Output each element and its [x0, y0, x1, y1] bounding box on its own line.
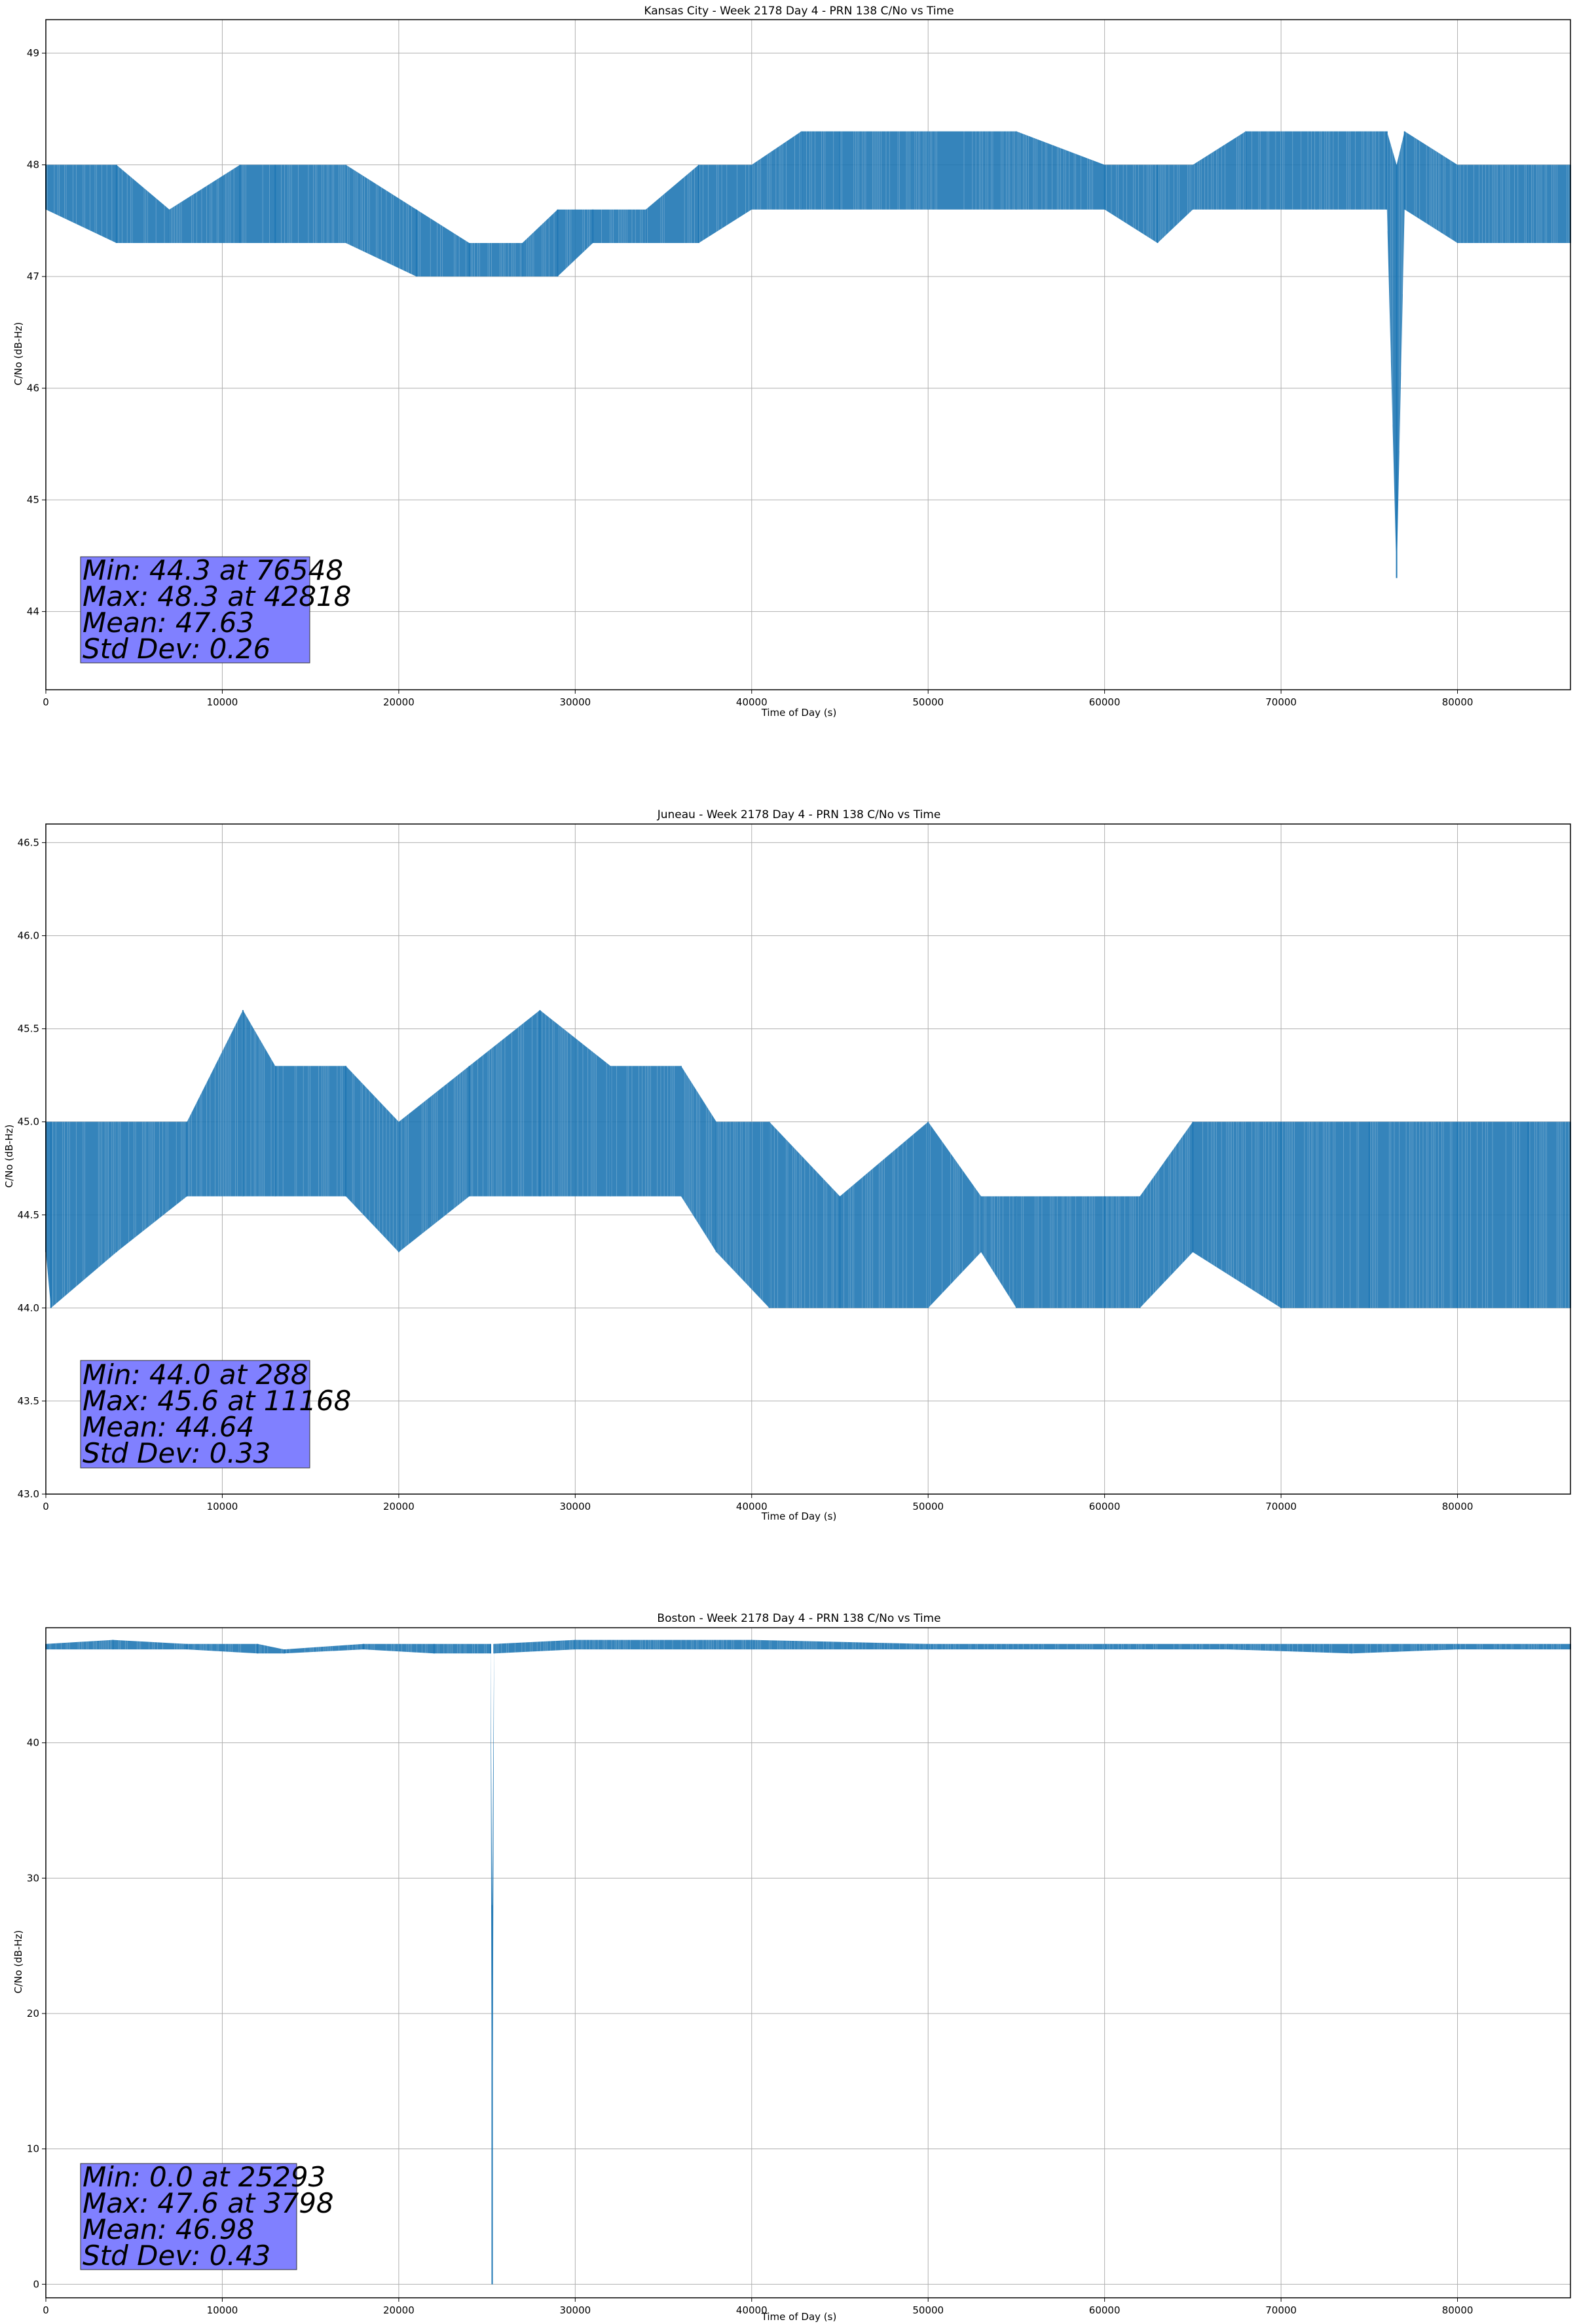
- stat-max: Max: 45.6 at 11168: [83, 1385, 351, 1417]
- chart-title: Boston - Week 2178 Day 4 - PRN 138 C/No …: [657, 1612, 940, 1625]
- x-tick-label: 10000: [207, 1501, 238, 1512]
- stat-min: Min: 44.3 at 76548: [83, 554, 343, 586]
- stat-std-dev: Std Dev: 0.43: [83, 2240, 270, 2272]
- x-tick-label: 40000: [736, 1501, 768, 1512]
- y-tick-label: 46.0: [18, 930, 39, 942]
- y-tick-label: 45.5: [18, 1023, 39, 1035]
- x-tick-label: 40000: [736, 696, 768, 708]
- x-tick-label: 40000: [736, 2304, 768, 2316]
- x-tick-label: 70000: [1265, 2304, 1297, 2316]
- stat-mean: Mean: 44.64: [83, 1411, 254, 1443]
- x-tick-label: 30000: [559, 696, 591, 708]
- x-tick-label: 60000: [1089, 2304, 1121, 2316]
- y-axis-label: C/No (dB-Hz): [3, 1125, 15, 1188]
- stats-box-background: [80, 2163, 297, 2270]
- data-series: [45, 1640, 1571, 2285]
- stats-box: Min: 44.0 at 288 Max: 45.6 at 11168 Mean…: [80, 1359, 351, 1469]
- series-band: [46, 131, 1570, 578]
- y-tick-label: 48: [27, 159, 39, 171]
- x-tick-label: 80000: [1442, 1501, 1474, 1512]
- y-tick-label: 43.5: [18, 1395, 39, 1407]
- plot-frame: [45, 1627, 1571, 2298]
- y-tick-label: 45.0: [18, 1116, 39, 1128]
- y-tick-label: 30: [27, 1872, 39, 1884]
- y-tick-label: 44: [27, 606, 39, 618]
- y-tick-label: 43.0: [18, 1488, 39, 1500]
- y-tick-label: 20: [27, 2008, 39, 2019]
- x-tick-label: 70000: [1265, 1501, 1297, 1512]
- x-tick-label: 20000: [383, 696, 415, 708]
- y-tick-label: 45: [27, 494, 39, 506]
- y-tick-label: 0: [33, 2278, 39, 2290]
- y-tick-label: 44.5: [18, 1209, 39, 1221]
- x-tick-label: 50000: [912, 696, 944, 708]
- chart-panel-kansas-city: Kansas City - Week 2178 Day 4 - PRN 138 …: [12, 5, 1571, 719]
- stat-std-dev: Std Dev: 0.26: [83, 633, 270, 665]
- chart-title: Kansas City - Week 2178 Day 4 - PRN 138 …: [644, 5, 954, 18]
- x-axis-label: Time of Day (s): [761, 2311, 837, 2323]
- x-tick-label: 80000: [1442, 2304, 1474, 2316]
- y-tick-label: 40: [27, 1737, 39, 1749]
- y-tick-label: 49: [27, 47, 39, 59]
- series-band: [46, 1010, 1570, 1308]
- chart-title: Juneau - Week 2178 Day 4 - PRN 138 C/No …: [657, 808, 941, 821]
- data-series: [45, 131, 1571, 578]
- stat-min: Min: 0.0 at 25293: [83, 2161, 325, 2193]
- x-tick-label: 10000: [207, 696, 238, 708]
- x-tick-label: 0: [43, 696, 49, 708]
- y-tick-label: 47: [27, 271, 39, 282]
- y-axis-label: C/No (dB-Hz): [12, 322, 24, 386]
- stat-min: Min: 44.0 at 288: [83, 1359, 308, 1391]
- x-tick-label: 20000: [383, 2304, 415, 2316]
- x-tick-label: 10000: [207, 2304, 238, 2316]
- chart-panel-boston: Boston - Week 2178 Day 4 - PRN 138 C/No …: [12, 1612, 1571, 2323]
- stat-max: Max: 48.3 at 42818: [83, 580, 351, 612]
- chart-panel-juneau: Juneau - Week 2178 Day 4 - PRN 138 C/No …: [3, 808, 1571, 1522]
- x-axis-label: Time of Day (s): [761, 1510, 837, 1522]
- y-tick-label: 10: [27, 2143, 39, 2155]
- x-tick-label: 0: [43, 1501, 49, 1512]
- stats-box: Min: 44.3 at 76548 Max: 48.3 at 42818 Me…: [80, 554, 351, 665]
- plot-frame: [45, 19, 1571, 690]
- stats-box-background: [80, 556, 310, 664]
- data-series: [45, 1010, 1571, 1308]
- x-tick-label: 20000: [383, 1501, 415, 1512]
- stat-mean: Mean: 46.98: [83, 2213, 254, 2245]
- x-axis-label: Time of Day (s): [761, 707, 837, 719]
- plot-frame: [45, 823, 1571, 1495]
- x-tick-label: 50000: [912, 2304, 944, 2316]
- x-tick-label: 30000: [559, 2304, 591, 2316]
- stat-max: Max: 47.6 at 3798: [83, 2187, 334, 2219]
- x-tick-label: 70000: [1265, 696, 1297, 708]
- tick-labels: 0 10000 20000 30000 40000 50000 60000 70000 8000…: [27, 47, 1474, 708]
- x-tick-label: 60000: [1089, 696, 1121, 708]
- stat-std-dev: Std Dev: 0.33: [83, 1437, 270, 1469]
- stats-box: Min: 0.0 at 25293 Max: 47.6 at 3798 Mean…: [80, 2161, 334, 2272]
- y-tick-label: 46: [27, 383, 39, 394]
- x-tick-label: 50000: [912, 1501, 944, 1512]
- stats-box-background: [80, 1360, 310, 1469]
- x-tick-label: 0: [43, 2304, 49, 2316]
- y-tick-label: 46.5: [18, 836, 39, 848]
- tick-labels: 0 10000 20000 30000 40000 50000 60000 70000 8000…: [27, 1737, 1474, 2316]
- stat-mean: Mean: 47.63: [83, 607, 254, 639]
- y-axis-label: C/No (dB-Hz): [12, 1930, 24, 1994]
- x-tick-label: 60000: [1089, 1501, 1121, 1512]
- tick-labels: 0 10000 20000 30000 40000 50000 60000 70000 8000…: [18, 836, 1474, 1512]
- y-tick-label: 44.0: [18, 1302, 39, 1314]
- x-tick-label: 30000: [559, 1501, 591, 1512]
- x-tick-label: 80000: [1442, 696, 1474, 708]
